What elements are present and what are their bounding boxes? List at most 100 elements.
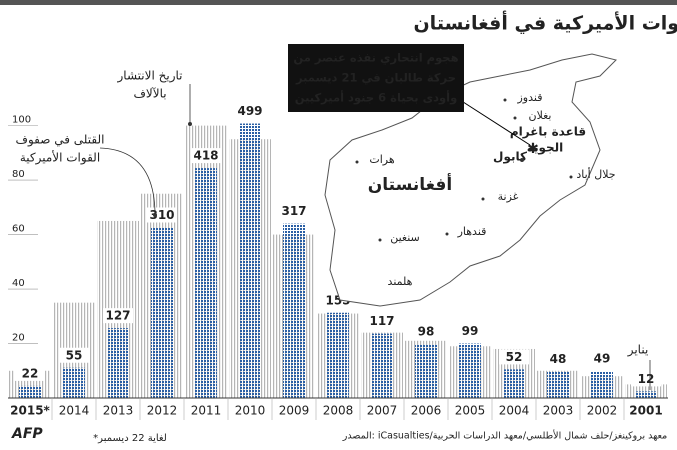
data-label: 99 [462, 324, 479, 338]
annotation: يناير [627, 343, 649, 358]
data-label: 317 [281, 204, 306, 218]
top-band [0, 0, 677, 5]
x-tick-label: 2013 [103, 404, 134, 418]
city-label: قاعدة باغرام [510, 125, 586, 140]
city-label: الجوية [527, 141, 564, 156]
deaths-bar [239, 123, 261, 399]
x-tick-label: 2001 [629, 404, 662, 418]
deaths-bar [503, 369, 525, 398]
legend-label: القتلى في صفوف [16, 133, 105, 148]
label-bg [59, 347, 89, 363]
deaths-bar [547, 371, 569, 398]
city-label: هلمند [388, 275, 413, 288]
label-bg [455, 323, 485, 339]
city-dot [503, 98, 507, 102]
footer: AFP *لغاية 22 ديسمبر المصدر: iCasualties/م… [11, 426, 667, 444]
leader-dot [153, 213, 157, 217]
x-tick-label: 2005 [455, 404, 486, 418]
data-label: 499 [237, 104, 262, 118]
leader-dot [188, 122, 192, 126]
x-tick-label: 2004 [499, 404, 530, 418]
callout-text: حركة طالبان في 21 ديسمبر [295, 71, 456, 85]
data-label: 127 [105, 309, 130, 323]
label-bg [587, 351, 617, 367]
star: ✱ [527, 141, 539, 157]
y-tick-label: 20 [12, 333, 25, 344]
x-tick-label: 2003 [543, 404, 574, 418]
data-label: 55 [66, 348, 83, 362]
country-shape [324, 53, 617, 307]
y-tick-label: 100 [12, 115, 31, 126]
deaths-bar [591, 371, 613, 398]
deaths-bar [63, 367, 85, 398]
data-label: 310 [149, 208, 174, 222]
city-label: قندهار [457, 225, 487, 238]
data-label: 117 [369, 314, 394, 328]
city-dot [481, 197, 485, 201]
label-bg [191, 148, 221, 164]
label-bg [279, 203, 309, 219]
city-label: هرات [369, 153, 394, 166]
x-tick-label: 2006 [411, 404, 442, 418]
deaths-bar [327, 312, 349, 398]
deaths-bar [19, 385, 41, 398]
x-tick-label: 2014 [59, 404, 90, 418]
label-bg [631, 371, 661, 387]
y-tick-label: 40 [12, 278, 25, 289]
y-tick-label: 80 [12, 169, 25, 180]
city-dot [445, 232, 449, 236]
legend-label: بالآلاف [133, 87, 166, 101]
data-label: 98 [418, 325, 435, 339]
x-tick-label: 2007 [367, 404, 398, 418]
city-dot [378, 238, 382, 242]
city-label: كابول [493, 150, 527, 165]
deaths-bar [635, 391, 657, 398]
deaths-bar [195, 168, 217, 398]
city-label: جلال أباد [576, 167, 615, 181]
data-label: 48 [550, 352, 567, 366]
callout-text: وأودى بحياة 6 جنود أميركيين [295, 90, 458, 106]
x-tick-label: 2010 [235, 404, 266, 418]
label-bg [543, 351, 573, 367]
deaths-bar [371, 333, 393, 398]
city-label: بغلان [528, 109, 551, 122]
data-label: 49 [594, 352, 611, 366]
x-tick-label: 2015* [10, 404, 50, 418]
city-label: قندوز [517, 91, 543, 104]
city-dot [355, 160, 359, 164]
logo: AFP [11, 426, 43, 442]
deaths-bar [415, 344, 437, 398]
callout-line [459, 99, 531, 146]
legend-label: القوات الأميركية [20, 150, 100, 166]
label-bg [147, 207, 177, 223]
label-bg [367, 313, 397, 329]
data-label: 12 [638, 372, 655, 386]
source: المصدر: iCasualties/معهد بروكينغز/حلف شم… [342, 430, 667, 442]
label-bg [411, 324, 441, 340]
legend-label: تاريخ الانتشار [117, 69, 183, 84]
label-bg [15, 365, 45, 381]
x-tick-label: 2002 [587, 404, 618, 418]
x-tick-label: 2011 [191, 404, 222, 418]
label-bg [103, 308, 133, 324]
city-dot [513, 116, 517, 120]
deaths-bar [283, 223, 305, 398]
x-tick-label: 2012 [147, 404, 178, 418]
callout-box [288, 44, 464, 112]
y-tick-label: 60 [12, 224, 25, 235]
data-label: 52 [506, 350, 523, 364]
city-label: غزنة [498, 190, 519, 203]
city-dot [520, 158, 524, 162]
deaths-bar [151, 227, 173, 398]
data-label: 418 [193, 149, 218, 163]
chart-title: القوات الأميركية في أفغانستان [413, 11, 677, 35]
city-label: سنغين [390, 231, 420, 244]
data-label: 22 [22, 366, 39, 380]
leader-line [99, 147, 156, 216]
callout-text: هجوم انتحاري نفذه عنصر من [293, 51, 458, 66]
deaths-bar [107, 328, 129, 398]
deaths-bar [459, 343, 481, 398]
